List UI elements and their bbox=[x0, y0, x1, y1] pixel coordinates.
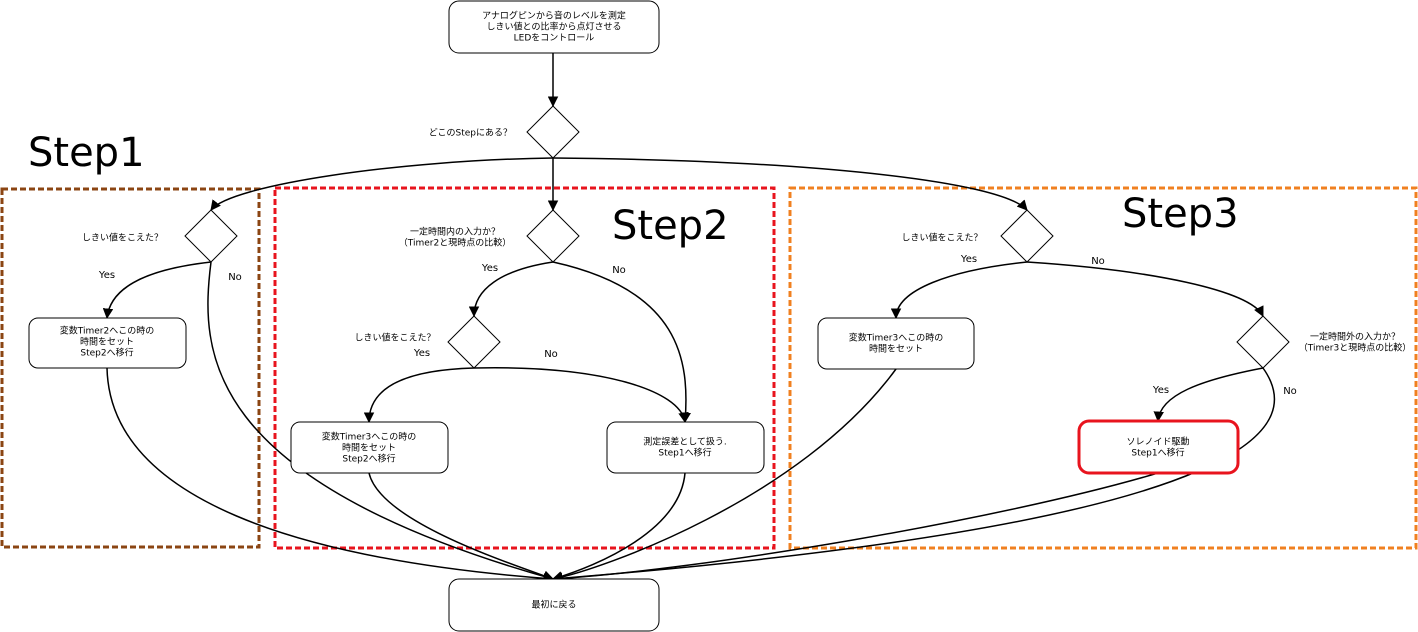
edge bbox=[1153, 367, 1264, 423]
edge bbox=[102, 261, 212, 320]
step3-frame bbox=[788, 186, 1418, 550]
decision bbox=[526, 209, 580, 263]
edge-label: No bbox=[1091, 256, 1105, 267]
node-text: 時間をセット bbox=[80, 337, 134, 348]
group-label: Step1 bbox=[28, 130, 145, 176]
decision bbox=[184, 209, 238, 263]
edge bbox=[473, 367, 689, 424]
node-text: しきい値との比率から点灯させる bbox=[487, 21, 622, 33]
process-node bbox=[290, 421, 449, 474]
process-node-highlight bbox=[1077, 419, 1240, 475]
node-text: 時間をセット bbox=[869, 344, 923, 355]
process-node bbox=[817, 317, 975, 370]
edge bbox=[551, 472, 686, 582]
end-node bbox=[448, 578, 660, 632]
node-text: アナログピンから音のレベルを測定 bbox=[482, 10, 626, 22]
edge-label: Yes bbox=[1152, 385, 1169, 396]
node-text: 測定誤差として扱う. bbox=[643, 436, 727, 448]
edge bbox=[552, 157, 1028, 211]
node-text: 変数Timer2へこの時の bbox=[60, 325, 154, 337]
edge-label: Yes bbox=[98, 270, 115, 281]
node-text: 変数Timer3へこの時の bbox=[322, 431, 416, 443]
decision-label: （Timer3と現時点の比較） bbox=[1299, 342, 1411, 354]
edge-label: No bbox=[612, 265, 626, 276]
node-text: 時間をセット bbox=[342, 443, 396, 454]
edge bbox=[106, 367, 555, 584]
edge bbox=[890, 261, 1028, 320]
decision-label: しきい値をこえた？ bbox=[901, 232, 982, 244]
edge bbox=[210, 157, 554, 211]
group-label: Step3 bbox=[1122, 191, 1239, 237]
edge-label: Yes bbox=[481, 263, 498, 274]
edge bbox=[1026, 261, 1264, 317]
node-text: LEDをコントロール bbox=[514, 33, 595, 44]
step2-frame bbox=[273, 186, 776, 550]
node-text: 変数Timer3へこの時の bbox=[849, 332, 943, 344]
edge-label: Yes bbox=[413, 348, 430, 359]
edge bbox=[552, 261, 691, 424]
node-text: ソレノイド駆動 bbox=[1126, 437, 1189, 448]
edge-label: No bbox=[544, 349, 558, 360]
edge bbox=[468, 261, 554, 318]
decision-label: 一定時間外の入力か？ bbox=[1310, 331, 1400, 343]
decision-label: （Timer2と現時点の比較） bbox=[399, 237, 511, 249]
decision bbox=[526, 105, 580, 159]
process-node bbox=[28, 317, 187, 369]
node-text: Step2へ移行 bbox=[80, 347, 133, 359]
edge-label: No bbox=[1283, 386, 1297, 397]
decision-label: 一定時間内の入力か？ bbox=[410, 226, 500, 238]
edge-label: Yes bbox=[960, 254, 977, 265]
start-node bbox=[448, 0, 660, 54]
decision bbox=[447, 315, 501, 369]
decision-label: しきい値をこえた？ bbox=[82, 232, 163, 244]
decision bbox=[1000, 209, 1054, 263]
edge bbox=[363, 367, 475, 424]
edge bbox=[551, 472, 1159, 584]
group-label: Step2 bbox=[612, 203, 729, 249]
edge bbox=[368, 472, 554, 581]
decision-label: しきい値をこえた？ bbox=[354, 332, 435, 344]
edge bbox=[207, 261, 555, 582]
node-text: Step1へ移行 bbox=[658, 447, 711, 459]
node-text: 最初に戻る bbox=[531, 599, 576, 611]
decision bbox=[1236, 315, 1290, 369]
node-text: Step2へ移行 bbox=[342, 453, 395, 465]
edges bbox=[102, 53, 1276, 584]
decision-label: どこのStepにある？ bbox=[429, 128, 512, 139]
step1-frame bbox=[0, 187, 261, 549]
node-text: Step1へ移行 bbox=[1131, 447, 1184, 459]
edge-label: No bbox=[228, 272, 242, 283]
process-node bbox=[606, 421, 765, 474]
edge bbox=[551, 368, 897, 583]
